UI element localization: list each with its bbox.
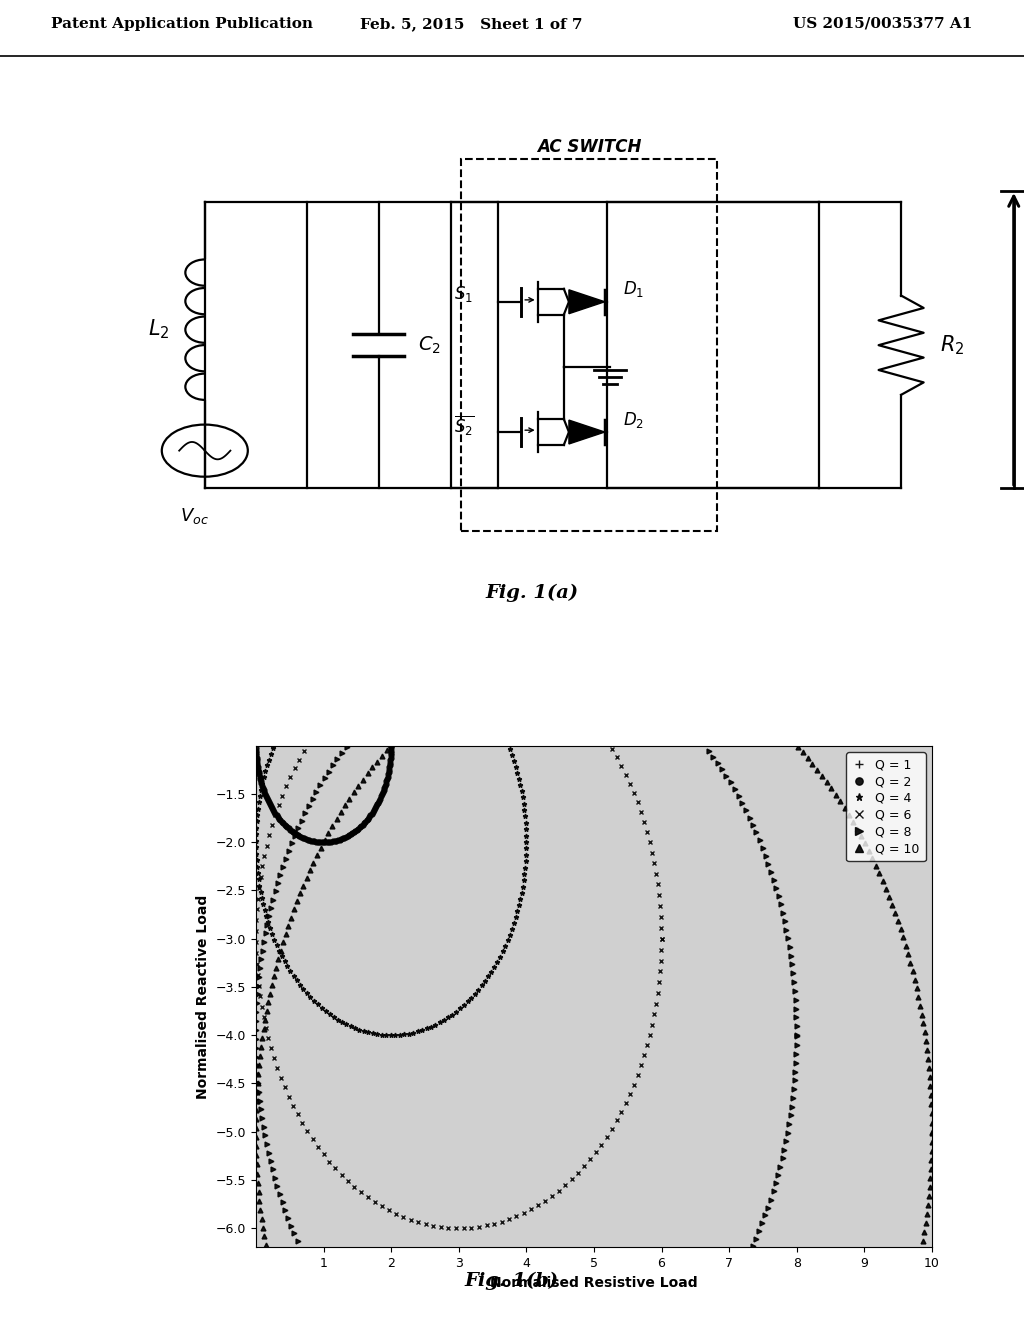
Q = 8 bbox=[767, 1184, 779, 1200]
Q = 6 bbox=[655, 931, 668, 946]
Q = 10 bbox=[259, 1237, 271, 1253]
Q = 4 bbox=[494, 949, 506, 965]
Text: $V_{oc}$: $V_{oc}$ bbox=[180, 507, 209, 527]
Q = 6 bbox=[251, 902, 263, 917]
Q = 8 bbox=[340, 739, 352, 755]
Q = 6 bbox=[635, 804, 647, 820]
Q = 2 bbox=[318, 834, 331, 850]
Text: $D_1$: $D_1$ bbox=[624, 280, 644, 300]
Line: Q = 10: Q = 10 bbox=[254, 744, 934, 1247]
Text: US 2015/0035377 A1: US 2015/0035377 A1 bbox=[794, 17, 973, 30]
Q = 6 bbox=[283, 1089, 295, 1105]
Q = 4 bbox=[389, 1027, 401, 1043]
Text: $L_2$: $L_2$ bbox=[147, 318, 170, 342]
Q = 6 bbox=[628, 785, 640, 801]
Q = 6 bbox=[655, 931, 668, 946]
Q = 2 bbox=[343, 828, 355, 843]
Q = 4 bbox=[267, 741, 280, 756]
Q = 4 bbox=[516, 879, 528, 895]
Text: AC SWITCH: AC SWITCH bbox=[537, 139, 641, 156]
Q = 4 bbox=[250, 826, 262, 842]
Q = 10 bbox=[253, 1184, 265, 1200]
Legend: Q = 1, Q = 2, Q = 4, Q = 6, Q = 8, Q = 10: Q = 1, Q = 2, Q = 4, Q = 6, Q = 8, Q = 1… bbox=[846, 752, 926, 861]
Line: Q = 6: Q = 6 bbox=[254, 746, 664, 1230]
Q = 4 bbox=[502, 932, 514, 948]
Q = 2 bbox=[311, 834, 324, 850]
Q = 2 bbox=[385, 738, 397, 754]
Q = 10 bbox=[926, 1125, 938, 1140]
Text: Patent Application Publication: Patent Application Publication bbox=[51, 17, 313, 30]
Q = 6 bbox=[450, 1220, 462, 1236]
Polygon shape bbox=[569, 290, 605, 314]
Q = 2 bbox=[385, 738, 397, 754]
Text: $C_2$: $C_2$ bbox=[418, 334, 440, 356]
Q = 10 bbox=[255, 1210, 267, 1226]
X-axis label: Normalised Resistive Load: Normalised Resistive Load bbox=[490, 1275, 697, 1290]
Q = 2 bbox=[251, 758, 263, 774]
Text: Feb. 5, 2015   Sheet 1 of 7: Feb. 5, 2015 Sheet 1 of 7 bbox=[359, 17, 583, 30]
Q = 8 bbox=[720, 768, 732, 784]
Q = 10 bbox=[877, 873, 889, 888]
Q = 8 bbox=[787, 1081, 800, 1097]
Q = 4 bbox=[520, 834, 532, 850]
Q = 4 bbox=[520, 841, 532, 857]
Q = 8 bbox=[251, 1067, 263, 1082]
Q = 10 bbox=[274, 942, 287, 958]
Text: $D_2$: $D_2$ bbox=[624, 409, 644, 429]
Line: Q = 4: Q = 4 bbox=[254, 746, 528, 1038]
Line: Q = 8: Q = 8 bbox=[254, 744, 799, 1249]
Q = 10 bbox=[792, 739, 804, 755]
Q = 4 bbox=[385, 1027, 397, 1043]
Text: $R_2$: $R_2$ bbox=[940, 334, 965, 356]
Y-axis label: Normalised Reactive Load: Normalised Reactive Load bbox=[197, 895, 210, 1098]
Polygon shape bbox=[569, 420, 605, 444]
Text: $\overline{S_2}$: $\overline{S_2}$ bbox=[454, 413, 474, 437]
Q = 8 bbox=[791, 1028, 803, 1044]
Q = 10 bbox=[926, 1123, 938, 1139]
Q = 8 bbox=[791, 1027, 803, 1043]
Text: Fig. 1(b): Fig. 1(b) bbox=[465, 1271, 559, 1290]
Q = 6 bbox=[595, 1137, 607, 1152]
Text: Fig. 1(a): Fig. 1(a) bbox=[486, 585, 579, 602]
Q = 10 bbox=[866, 850, 879, 866]
Text: $S_1$: $S_1$ bbox=[455, 284, 473, 305]
Q = 6 bbox=[605, 741, 617, 756]
Q = 6 bbox=[648, 855, 660, 871]
Q = 2 bbox=[352, 821, 365, 837]
Q = 8 bbox=[732, 788, 744, 804]
Q = 10 bbox=[924, 1179, 936, 1195]
Q = 8 bbox=[746, 1238, 759, 1254]
Q = 2 bbox=[270, 808, 283, 824]
Q = 4 bbox=[250, 846, 262, 862]
Q = 2 bbox=[338, 830, 350, 846]
Line: Q = 2: Q = 2 bbox=[254, 743, 393, 845]
Q = 8 bbox=[774, 1159, 786, 1175]
